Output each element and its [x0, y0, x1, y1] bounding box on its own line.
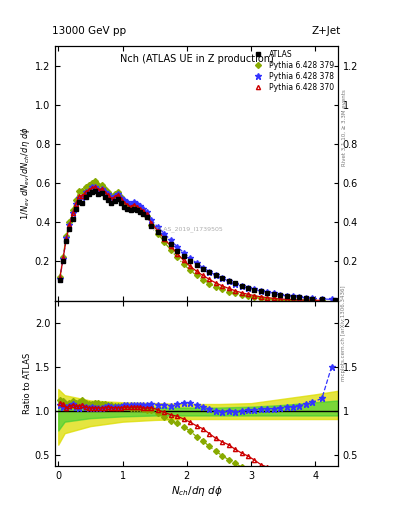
ATLAS — [57, 277, 62, 283]
Pythia 6.428 378 — [329, 296, 334, 303]
X-axis label: $N_{ch}/d\eta\ d\phi$: $N_{ch}/d\eta\ d\phi$ — [171, 483, 222, 498]
Text: Nch (ATLAS UE in Z production): Nch (ATLAS UE in Z production) — [119, 54, 274, 63]
Line: Pythia 6.428 378: Pythia 6.428 378 — [57, 183, 335, 303]
Pythia 6.428 378 — [175, 244, 180, 250]
Pythia 6.428 379 — [310, 297, 315, 304]
Pythia 6.428 370 — [93, 184, 97, 190]
Pythia 6.428 378 — [194, 260, 199, 266]
Line: ATLAS: ATLAS — [57, 188, 337, 302]
Pythia 6.428 378 — [246, 285, 250, 291]
ATLAS — [61, 259, 65, 265]
ATLAS — [125, 205, 130, 211]
Pythia 6.428 379 — [284, 297, 289, 303]
Pythia 6.428 370 — [57, 275, 62, 281]
Y-axis label: $1/N_{ev}$ $dN_{ev}/dN_{ch}/d\eta$ $d\phi$: $1/N_{ev}$ $dN_{ev}/dN_{ch}/d\eta$ $d\ph… — [19, 126, 32, 220]
ATLAS — [93, 188, 97, 194]
Pythia 6.428 379 — [320, 297, 324, 304]
Pythia 6.428 379 — [93, 178, 97, 184]
Y-axis label: Ratio to ATLAS: Ratio to ATLAS — [23, 353, 32, 414]
Pythia 6.428 370 — [77, 193, 81, 199]
ATLAS — [194, 262, 199, 268]
Pythia 6.428 379 — [103, 185, 107, 191]
Legend: ATLAS, Pythia 6.428 379, Pythia 6.428 378, Pythia 6.428 370: ATLAS, Pythia 6.428 379, Pythia 6.428 37… — [248, 48, 336, 93]
Pythia 6.428 378 — [125, 199, 130, 205]
Pythia 6.428 370 — [125, 202, 130, 208]
Text: Z+Jet: Z+Jet — [312, 26, 341, 36]
Pythia 6.428 370 — [103, 190, 107, 196]
Pythia 6.428 379 — [77, 188, 81, 195]
Pythia 6.428 370 — [284, 296, 289, 303]
Line: Pythia 6.428 370: Pythia 6.428 370 — [58, 185, 324, 303]
Text: Rivet 3.1.10, ≥ 3.3M events: Rivet 3.1.10, ≥ 3.3M events — [342, 90, 346, 166]
Pythia 6.428 378 — [93, 183, 97, 189]
ATLAS — [207, 269, 212, 275]
Text: 13000 GeV pp: 13000 GeV pp — [52, 26, 126, 36]
Pythia 6.428 378 — [61, 257, 65, 263]
ATLAS — [246, 285, 250, 291]
ATLAS — [175, 247, 180, 253]
Pythia 6.428 378 — [57, 275, 62, 282]
Pythia 6.428 370 — [320, 297, 324, 304]
Pythia 6.428 379 — [57, 274, 62, 281]
Pythia 6.428 379 — [90, 180, 94, 186]
ATLAS — [332, 296, 337, 303]
Text: mcplots.cern.ch [arXiv:1306.3436]: mcplots.cern.ch [arXiv:1306.3436] — [342, 285, 346, 380]
Text: ATLAS_2019_I1739505: ATLAS_2019_I1739505 — [152, 226, 223, 232]
Pythia 6.428 379 — [125, 200, 130, 206]
Line: Pythia 6.428 379: Pythia 6.428 379 — [58, 179, 324, 303]
Pythia 6.428 378 — [207, 268, 212, 274]
Pythia 6.428 370 — [310, 297, 315, 303]
Pythia 6.428 370 — [90, 185, 94, 191]
